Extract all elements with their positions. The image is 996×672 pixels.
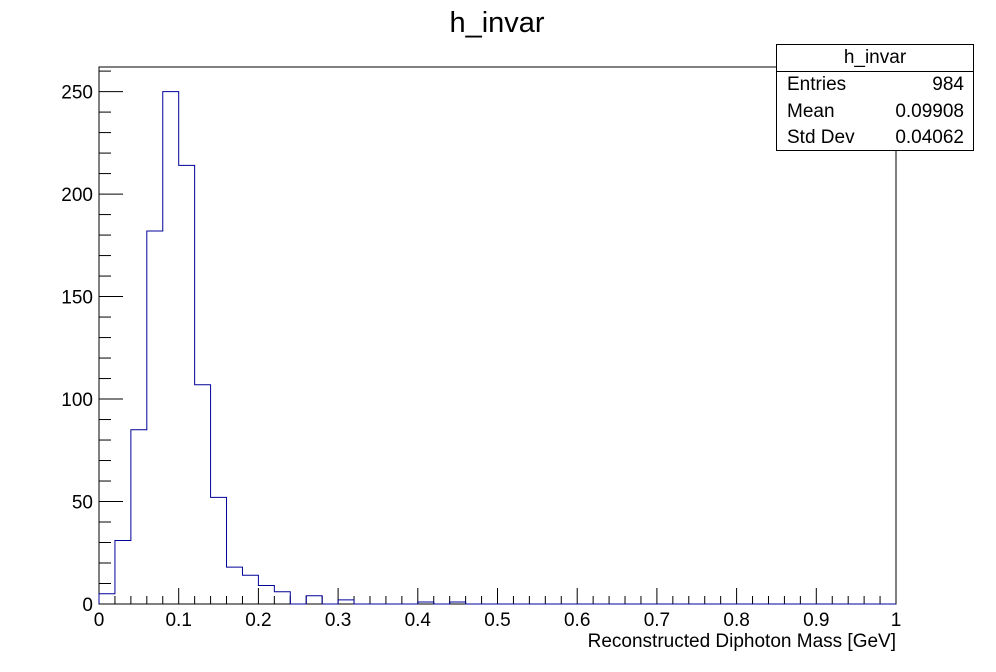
stats-row-mean: Mean 0.09908 <box>777 99 973 126</box>
histogram-bar <box>195 385 211 604</box>
histogram-bar <box>131 430 147 604</box>
x-tick-label: 0.3 <box>325 610 351 631</box>
x-tick-label: 0.8 <box>723 610 749 631</box>
x-tick-label: 0.6 <box>564 610 590 631</box>
stats-box: h_invar Entries 984 Mean 0.09908 Std Dev… <box>776 44 974 151</box>
y-tick-label: 0 <box>82 595 93 616</box>
histogram-bar <box>179 165 195 604</box>
stats-label: Entries <box>787 74 847 95</box>
histogram-bar <box>258 586 274 604</box>
stats-label: Std Dev <box>787 127 855 148</box>
histogram-outline <box>98 91 896 605</box>
axis-ticks <box>98 70 897 605</box>
y-tick-label: 250 <box>61 83 93 104</box>
y-tick-label: 50 <box>72 493 93 514</box>
y-tick-label: 100 <box>61 390 93 411</box>
histogram-bar <box>227 567 243 604</box>
histogram-bar <box>115 540 131 604</box>
y-tick-labels: 0 50 100 150 200 250 <box>61 83 93 616</box>
histogram-bar <box>163 92 179 604</box>
x-tick-label: 0 <box>94 610 105 631</box>
x-tick-label: 1 <box>891 610 902 631</box>
histogram-bins <box>99 92 466 604</box>
histogram-bar <box>147 231 163 604</box>
stats-value: 984 <box>932 74 964 95</box>
x-tick-label: 0.4 <box>405 610 432 631</box>
x-tick-label: 0.1 <box>165 610 191 631</box>
x-tick-label: 0.2 <box>245 610 271 631</box>
histogram-bar <box>211 497 227 604</box>
x-tick-label: 0.7 <box>644 610 670 631</box>
histogram-bar <box>242 575 258 604</box>
x-tick-label: 0.5 <box>484 610 510 631</box>
histogram-bar <box>306 596 322 604</box>
stats-row-entries: Entries 984 <box>777 72 973 99</box>
stats-title: h_invar <box>777 45 973 72</box>
y-tick-label: 150 <box>61 288 93 309</box>
x-tick-label: 0.9 <box>803 610 829 631</box>
stats-row-stddev: Std Dev 0.04062 <box>777 125 973 152</box>
y-tick-label: 200 <box>61 185 93 206</box>
x-axis-label: Reconstructed Diphoton Mass [GeV] <box>588 631 896 652</box>
x-tick-labels: 0 0.1 0.2 0.3 0.4 0.5 0.6 0.7 0.8 0.9 1 <box>94 610 902 631</box>
stats-label: Mean <box>787 100 835 122</box>
histogram-bar <box>338 600 354 604</box>
chart-title: h_invar <box>449 7 544 39</box>
histogram-bar <box>274 592 290 604</box>
stats-value: 0.04062 <box>895 127 964 148</box>
histogram-bar <box>99 594 115 604</box>
stats-value: 0.09908 <box>895 100 964 122</box>
